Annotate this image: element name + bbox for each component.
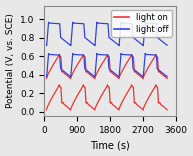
Y-axis label: Potential (V, vs. SCE): Potential (V, vs. SCE) xyxy=(6,13,14,108)
X-axis label: Time (s): Time (s) xyxy=(90,140,130,150)
Legend: light on, light off: light on, light off xyxy=(111,10,172,37)
